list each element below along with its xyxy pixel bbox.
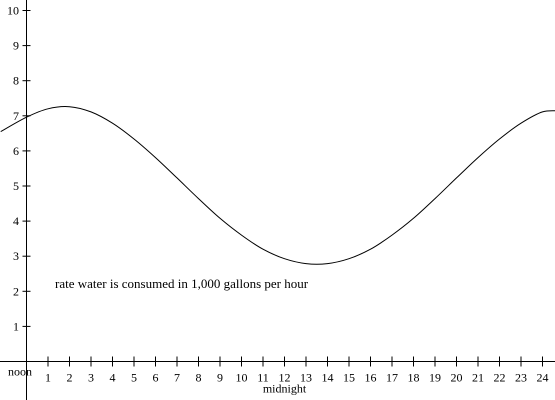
x-tick-label: 1 [45, 371, 51, 385]
x-tick-label: 20 [451, 371, 463, 385]
y-tick-label: 2 [13, 284, 19, 298]
x-tick-label: 6 [153, 371, 159, 385]
x-tick-label: 15 [343, 371, 355, 385]
x-tick-label: 23 [515, 371, 527, 385]
x-tick-label: 3 [88, 371, 94, 385]
x-tick-label: 12 [279, 371, 291, 385]
x-tick-label: 19 [429, 371, 441, 385]
x-tick-label: 2 [67, 371, 73, 385]
x-tick-label: 14 [322, 371, 334, 385]
x-tick-label: 5 [131, 371, 137, 385]
x-ticks: 1 2 3 4 5 6 7 8 9 10 11 12 13 14 15 16 17 18 19 20 21 22 23 24 [45, 356, 549, 385]
x-tick-label: 16 [365, 371, 377, 385]
x-tick-label: 9 [217, 371, 223, 385]
y-tick-label: 6 [13, 144, 19, 158]
y-tick-label: 8 [13, 74, 19, 88]
y-tick-label: 3 [13, 249, 19, 263]
x-tick-label: 4 [110, 371, 116, 385]
y-tick-label: 10 [7, 4, 19, 18]
y-tick-label: 7 [13, 109, 19, 123]
y-tick-label: 9 [13, 39, 19, 53]
x-tick-label: 13 [300, 371, 312, 385]
x-tick-label: 22 [494, 371, 506, 385]
noon-label: noon [8, 365, 32, 379]
midnight-label: midnight [263, 382, 307, 396]
x-tick-label: 7 [174, 371, 180, 385]
curve-annotation: rate water is consumed in 1,000 gallons … [55, 276, 309, 291]
y-tick-label: 5 [13, 179, 19, 193]
x-tick-label: 11 [257, 371, 269, 385]
y-tick-label: 1 [13, 319, 19, 333]
x-tick-label: 10 [236, 371, 248, 385]
x-tick-label: 17 [386, 371, 398, 385]
consumption-curve [0, 106, 555, 265]
x-tick-label: 18 [408, 371, 420, 385]
x-tick-label: 24 [537, 371, 549, 385]
y-ticks: 1 2 3 4 5 6 7 8 9 10 [7, 4, 31, 333]
y-tick-label: 4 [13, 214, 19, 228]
x-tick-label: 21 [472, 371, 484, 385]
x-tick-label: 8 [196, 371, 202, 385]
